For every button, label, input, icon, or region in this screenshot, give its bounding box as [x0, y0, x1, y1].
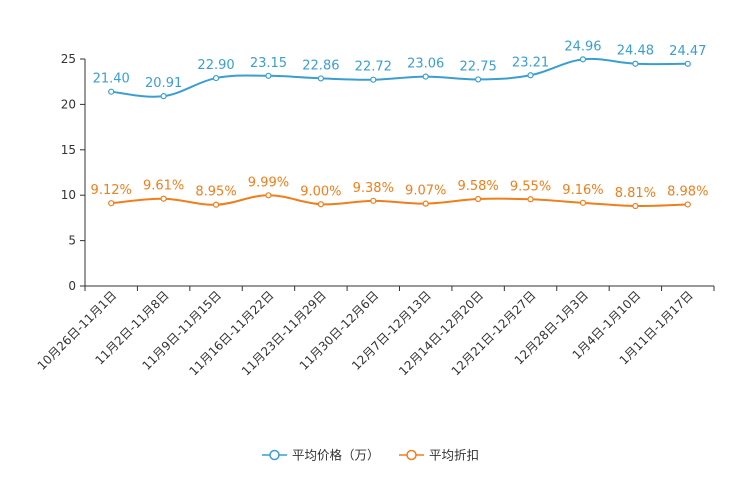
legend-label: 平均价格（万） [292, 448, 380, 463]
series-average-price: 21.40 20.91 22.90 23.15 22.86 22.72 23.06 22.75… [93, 39, 706, 100]
chart-axes: 051015202510月26日-11月1日11月2日-11月8日11月9日-1… [35, 52, 715, 378]
legend-label: 平均折扣 [429, 448, 479, 463]
legend-item-average-discount[interactable]: 平均折扣 [399, 448, 479, 463]
y-tick-label: 0 [68, 279, 76, 293]
data-label: 9.16% [562, 183, 603, 198]
data-point[interactable] [265, 72, 272, 79]
data-point[interactable] [422, 73, 429, 80]
y-tick-label: 15 [61, 143, 76, 157]
data-label: 9.99% [248, 175, 289, 190]
y-tick-label: 10 [61, 188, 76, 202]
data-point[interactable] [212, 201, 220, 208]
data-label: 9.07% [405, 184, 446, 199]
data-point[interactable] [475, 195, 482, 203]
series-line [111, 194, 688, 208]
data-point[interactable] [579, 56, 587, 63]
y-tick-label: 25 [61, 52, 76, 66]
data-label: 24.47 [669, 44, 706, 59]
legend-marker-icon [269, 449, 280, 461]
series-line [111, 57, 688, 98]
data-point[interactable] [265, 192, 272, 199]
chart-plot-area: 21.40 20.91 22.90 23.15 22.86 22.72 23.06 22.75… [91, 39, 708, 210]
data-label: 20.91 [145, 76, 182, 91]
data-label: 9.58% [457, 179, 498, 194]
data-label: 9.12% [91, 183, 132, 198]
data-point[interactable] [632, 202, 639, 210]
data-point[interactable] [370, 197, 377, 204]
data-point[interactable] [160, 195, 167, 202]
data-label: 23.15 [250, 56, 287, 71]
data-point[interactable] [108, 88, 115, 95]
y-tick-label: 20 [61, 97, 76, 111]
data-label: 24.96 [564, 39, 601, 54]
data-point[interactable] [684, 60, 691, 67]
data-label: 9.55% [510, 179, 551, 194]
data-label: 22.72 [355, 60, 392, 75]
series-average-discount: 9.12% 9.61% 8.95% 9.99% 9.00% 9.38% 9.07% 9.58%… [91, 175, 708, 210]
data-point[interactable] [579, 199, 587, 206]
data-point[interactable] [422, 200, 429, 207]
data-point[interactable] [212, 74, 220, 82]
data-point[interactable] [317, 201, 324, 208]
data-label: 9.38% [353, 181, 394, 196]
data-label: 9.61% [143, 179, 184, 194]
data-label: 23.06 [407, 57, 444, 72]
chart-legend[interactable]: 平均价格（万） 平均折扣 [262, 448, 479, 463]
data-label: 22.75 [460, 59, 497, 74]
data-point[interactable] [160, 93, 167, 100]
data-point[interactable] [108, 200, 115, 207]
data-label: 8.98% [667, 184, 708, 199]
data-label: 21.40 [93, 72, 130, 87]
data-label: 9.00% [300, 184, 341, 199]
legend-item-average-price[interactable]: 平均价格（万） [262, 448, 380, 463]
data-point[interactable] [370, 76, 377, 83]
data-label: 8.95% [195, 185, 236, 200]
data-point[interactable] [632, 60, 639, 67]
data-point[interactable] [684, 201, 691, 208]
data-label: 23.21 [512, 55, 549, 70]
data-point[interactable] [527, 72, 534, 79]
data-label: 24.48 [617, 44, 654, 59]
y-tick-label: 5 [68, 234, 76, 248]
legend-marker-icon [406, 449, 417, 461]
data-label: 22.86 [302, 58, 339, 73]
data-point[interactable] [527, 196, 534, 203]
data-point[interactable] [475, 76, 482, 83]
data-point[interactable] [317, 75, 324, 82]
data-label: 8.81% [615, 186, 656, 201]
data-label: 22.90 [197, 58, 234, 73]
